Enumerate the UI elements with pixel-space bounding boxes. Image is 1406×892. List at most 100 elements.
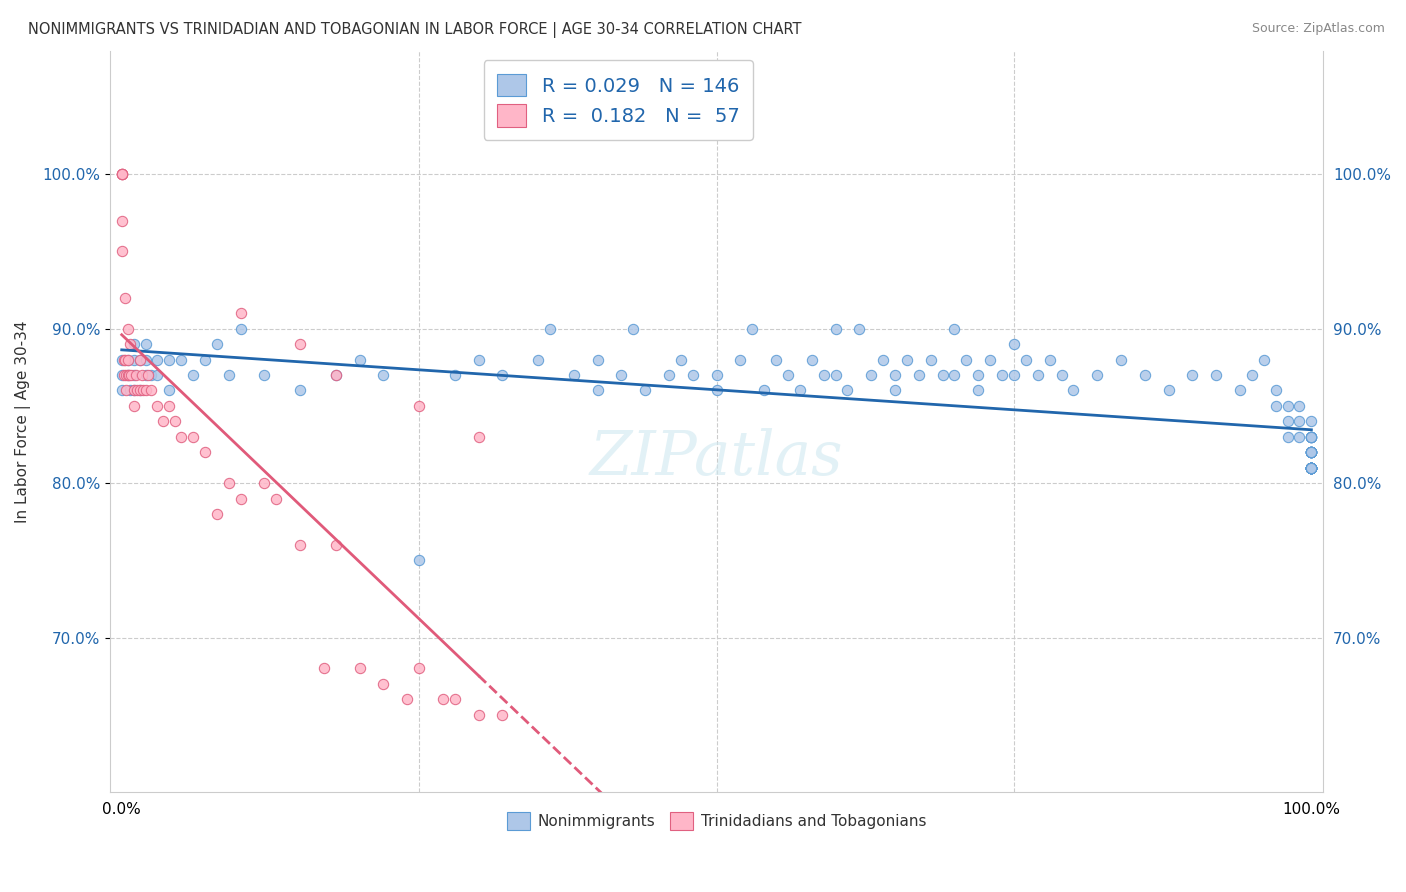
Point: [896, 352, 918, 367]
Point: [1109, 352, 1132, 367]
Point: [122, 384, 145, 398]
Point: [1301, 445, 1323, 459]
Point: [1015, 352, 1038, 367]
Point: [122, 352, 145, 367]
Point: [1301, 430, 1323, 444]
Point: [1301, 445, 1323, 459]
Point: [467, 707, 489, 722]
Point: [1026, 368, 1049, 382]
Point: [884, 384, 907, 398]
Point: [114, 291, 136, 305]
Point: [135, 384, 157, 398]
Point: [1301, 430, 1323, 444]
Point: [349, 661, 371, 675]
Point: [170, 430, 193, 444]
Point: [141, 368, 163, 382]
Point: [205, 337, 228, 351]
Point: [229, 321, 252, 335]
Point: [562, 368, 585, 382]
Point: [122, 368, 145, 382]
Point: [1301, 460, 1323, 475]
Point: [800, 352, 823, 367]
Point: [194, 445, 217, 459]
Point: [1301, 445, 1323, 459]
Point: [1301, 445, 1323, 459]
Point: [325, 368, 347, 382]
Point: [1301, 460, 1323, 475]
Point: [117, 352, 139, 367]
Point: [117, 368, 139, 382]
Point: [491, 707, 513, 722]
Point: [1301, 430, 1323, 444]
Point: [1301, 445, 1323, 459]
Point: [1301, 460, 1323, 475]
Point: [111, 213, 134, 227]
Point: [967, 384, 990, 398]
Point: [408, 661, 430, 675]
Point: [312, 661, 335, 675]
Point: [824, 368, 846, 382]
Point: [112, 368, 135, 382]
Point: [157, 399, 180, 413]
Point: [146, 368, 169, 382]
Point: [1229, 384, 1251, 398]
Point: [122, 337, 145, 351]
Point: [1301, 460, 1323, 475]
Point: [111, 384, 134, 398]
Point: [1301, 460, 1323, 475]
Point: [979, 352, 1001, 367]
Point: [146, 399, 169, 413]
Point: [117, 352, 139, 367]
Point: [1301, 460, 1323, 475]
Point: [253, 476, 276, 491]
Point: [1301, 460, 1323, 475]
Point: [111, 167, 134, 181]
Point: [955, 352, 977, 367]
Point: [1301, 445, 1323, 459]
Point: [467, 430, 489, 444]
Point: [1301, 445, 1323, 459]
Point: [1002, 368, 1025, 382]
Point: [1288, 430, 1310, 444]
Point: [467, 352, 489, 367]
Point: [943, 368, 966, 382]
Point: [128, 352, 150, 367]
Point: [165, 414, 187, 428]
Text: NONIMMIGRANTS VS TRINIDADIAN AND TOBAGONIAN IN LABOR FORCE | AGE 30-34 CORRELATI: NONIMMIGRANTS VS TRINIDADIAN AND TOBAGON…: [28, 22, 801, 38]
Point: [658, 368, 681, 382]
Point: [432, 692, 454, 706]
Point: [205, 507, 228, 521]
Point: [991, 368, 1014, 382]
Point: [1301, 460, 1323, 475]
Point: [586, 352, 609, 367]
Point: [266, 491, 288, 506]
Point: [1133, 368, 1156, 382]
Point: [610, 368, 633, 382]
Point: [1301, 460, 1323, 475]
Point: [765, 352, 787, 367]
Point: [872, 352, 894, 367]
Point: [1205, 368, 1227, 382]
Point: [1301, 460, 1323, 475]
Point: [181, 430, 204, 444]
Point: [408, 399, 430, 413]
Point: [907, 368, 929, 382]
Point: [135, 337, 157, 351]
Point: [218, 476, 240, 491]
Point: [621, 321, 644, 335]
Point: [141, 384, 163, 398]
Point: [112, 352, 135, 367]
Point: [443, 692, 465, 706]
Point: [706, 368, 728, 382]
Point: [1301, 460, 1323, 475]
Point: [1301, 460, 1323, 475]
Point: [730, 352, 752, 367]
Point: [682, 368, 704, 382]
Point: [136, 368, 159, 382]
Point: [396, 692, 419, 706]
Point: [527, 352, 550, 367]
Point: [1301, 445, 1323, 459]
Point: [120, 384, 142, 398]
Point: [1002, 337, 1025, 351]
Point: [884, 368, 907, 382]
